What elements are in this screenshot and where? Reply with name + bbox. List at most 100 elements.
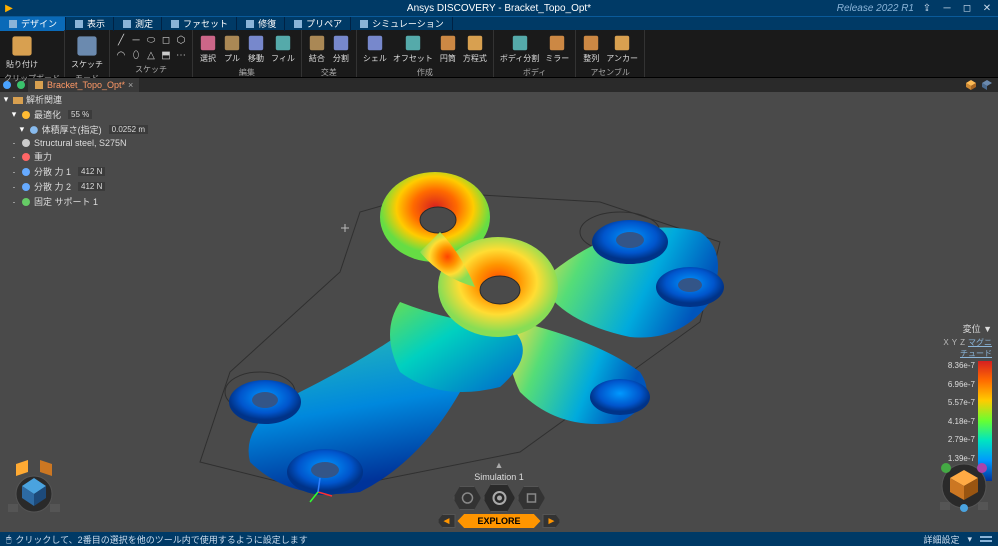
explore-button[interactable]: EXPLORE [457,514,540,528]
close-tab-icon[interactable]: × [128,80,133,90]
menu-tabs: デザイン表示測定ファセット修復プリペアシミュレーション [0,16,998,30]
tree-root[interactable]: ▾ 解析関連 [0,92,150,107]
statusbar: 🖱 クリックして、2番目の選択を他のツール内で使用するように設定します 詳細設定… [0,532,998,546]
legend-axis-Y[interactable]: Y [952,338,957,347]
legend-value: 4.18e-7 [936,417,975,426]
sim-next-button[interactable]: ► [543,514,561,528]
expand-up-icon[interactable]: ▲ [495,460,504,470]
home-icon[interactable] [0,78,14,92]
status-handle-icon[interactable] [980,534,992,544]
legend-axis-Z[interactable]: Z [960,338,965,347]
document-tab[interactable]: Bracket_Topo_Opt* × [28,78,139,92]
sketch-tool-5[interactable]: ◠ [114,48,128,62]
sketch-icon [75,34,99,58]
facet-icon [170,19,180,29]
ribbon-btn-offset[interactable]: オフセット [391,32,435,66]
menu-tab-0[interactable]: デザイン [0,17,66,31]
force-icon [21,182,31,192]
paste-icon [10,34,34,58]
sketch-icon: ⬡ [177,35,186,46]
sketch-icon: ◻ [162,35,170,46]
sketch-tool-0[interactable]: ╱ [114,33,128,47]
ribbon-btn-label: ボディ分割 [500,53,539,64]
sketch-tool-6[interactable]: ⬯ [129,48,143,62]
ribbon-btn-cyl[interactable]: 円筒 [437,32,459,66]
tree-item[interactable]: ·Structural steel, S275N [0,137,150,149]
expand-icon[interactable]: ▾ [10,109,18,120]
ribbon-btn-bsplit[interactable]: ボディ分割 [498,32,541,66]
ribbon-btn-anchor[interactable]: アンカー [604,32,640,66]
sketch-icon: ⬯ [133,50,139,61]
ribbon-group-7: 整列アンカーアセンブル [576,30,645,77]
ribbon-group-3: 選択プル移動フィル編集 [193,30,302,77]
sketch-tool-4[interactable]: ⬡ [174,33,188,47]
menu-tab-2[interactable]: 測定 [114,17,162,31]
legend-title[interactable]: 変位 ▼ [936,322,992,335]
orientation-widget-left[interactable] [6,458,62,514]
ribbon-btn-sketch[interactable]: スケッチ [69,32,105,72]
view-home-icon[interactable] [980,78,994,92]
ribbon-btn-eq[interactable]: 方程式 [461,32,489,66]
minimize-button[interactable]: ─ [940,1,954,15]
legend-axis-X[interactable]: X [943,338,948,347]
tree-item[interactable]: ▾最適化55 % [0,107,150,122]
sim-mode-right[interactable] [517,486,545,510]
ribbon-btn-select[interactable]: 選択 [197,32,219,66]
maximize-button[interactable]: ◻ [960,1,974,15]
ribbon-btn-move[interactable]: 移動 [245,32,267,66]
view-cube-icon[interactable] [964,78,978,92]
sketch-tool-8[interactable]: ⬒ [159,48,173,62]
menu-tab-5[interactable]: プリペア [285,17,351,31]
sim-settings-button[interactable] [483,484,515,512]
sketch-tool-1[interactable]: ─ [129,33,143,47]
expand-icon[interactable]: · [10,152,18,162]
sim-prev-button[interactable]: ◄ [437,514,455,528]
sketch-icon: ⬒ [161,50,170,61]
ribbon-btn-combine[interactable]: 結合 [306,32,328,66]
close-button[interactable]: ✕ [980,1,994,15]
fill-icon [274,34,292,52]
expand-icon[interactable]: · [10,182,18,192]
tree-item[interactable]: ▾体積厚さ(指定)0.0252 m [0,122,150,137]
orientation-widget-right[interactable] [936,458,992,514]
ribbon-btn-shell[interactable]: シェル [361,32,389,66]
folder-icon [13,95,23,105]
eye-icon [74,19,84,29]
cube-icon [8,19,18,29]
ribbon-btn-pull[interactable]: プル [221,32,243,66]
sim-mode-left[interactable] [453,486,481,510]
expand-icon[interactable]: · [10,197,18,207]
expand-icon[interactable]: ▾ [18,124,26,135]
ribbon-group-label: アセンブル [580,66,640,78]
status-settings[interactable]: 詳細設定 [923,533,959,546]
chevron-down-icon[interactable]: ▾ [967,534,972,545]
expand-icon[interactable]: · [10,138,18,148]
world-icon[interactable] [14,78,28,92]
ribbon-btn-paste[interactable]: 貼り付け [4,32,40,72]
ribbon-group-label: 作成 [361,66,489,78]
ribbon-btn-split[interactable]: 分割 [330,32,352,66]
move-icon [247,34,265,52]
ribbon-group-6: ボディ分割ミラーボディ [494,30,576,77]
menu-tab-3[interactable]: ファセット [162,17,237,31]
tree-item[interactable]: ·分散 力 2412 N [0,179,150,194]
sketch-tool-2[interactable]: ⬭ [144,33,158,47]
sketch-tool-9[interactable]: ⋯ [174,48,188,62]
share-icon[interactable]: ⇪ [920,1,934,15]
menu-tab-1[interactable]: 表示 [66,17,114,31]
ribbon-btn-align[interactable]: 整列 [580,32,602,66]
sketch-tool-3[interactable]: ◻ [159,33,173,47]
expand-icon[interactable]: · [10,167,18,177]
viewport[interactable]: ▾ 解析関連 ▾最適化55 %▾体積厚さ(指定)0.0252 m·Structu… [0,92,998,532]
ribbon-btn-mirror[interactable]: ミラー [543,32,571,66]
tree-item[interactable]: ·分散 力 1412 N [0,164,150,179]
expand-icon[interactable]: ▾ [2,94,10,105]
tree-item[interactable]: ·重力 [0,149,150,164]
sketch-tool-7[interactable]: △ [144,48,158,62]
mirror-icon [548,34,566,52]
tree-item[interactable]: ·固定 サポート 1 [0,194,150,209]
menu-tab-4[interactable]: 修復 [237,17,285,31]
ribbon-btn-fill[interactable]: フィル [269,32,297,66]
menu-tab-6[interactable]: シミュレーション [351,17,453,31]
app-logo: ▶ [2,1,16,15]
